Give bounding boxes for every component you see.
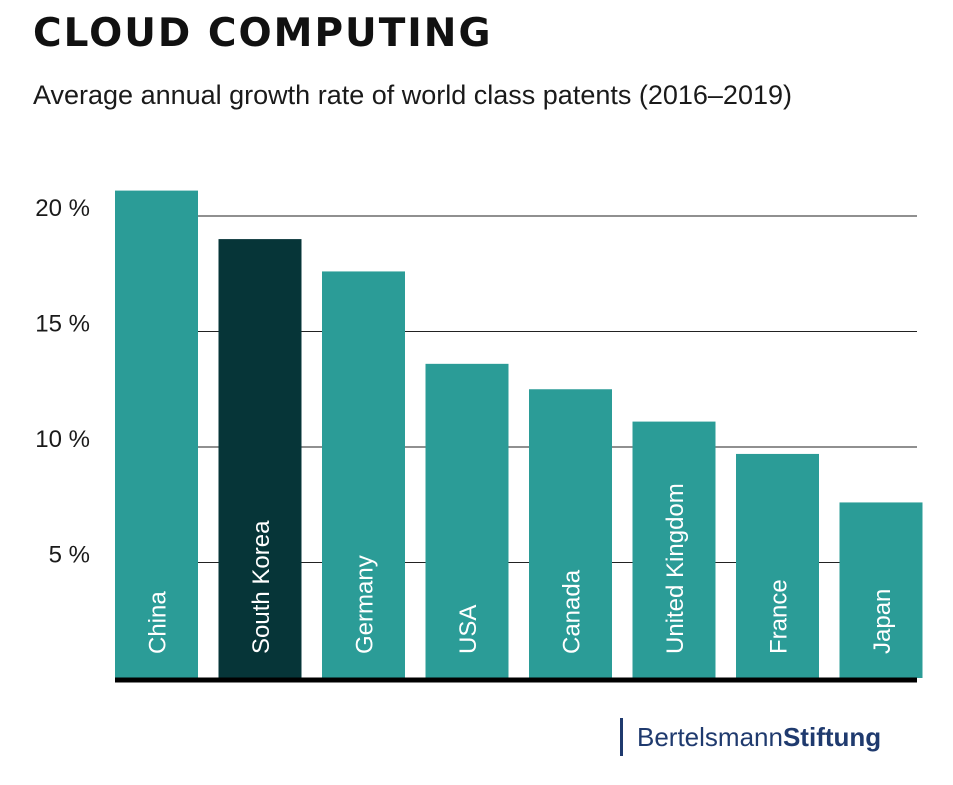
bar-usa xyxy=(425,363,509,678)
logo-bold-text: Stiftung xyxy=(782,721,882,752)
bar-japan xyxy=(839,502,923,678)
bar-france xyxy=(736,453,819,678)
bar-label-united-kingdom: United Kingdom xyxy=(662,483,689,654)
chart-title: CLOUD COMPUTING xyxy=(33,11,493,56)
logo-divider xyxy=(620,718,623,756)
bar-south-korea xyxy=(218,239,302,678)
bar-label-south-korea: South Korea xyxy=(248,520,275,654)
bar-label-germany: Germany xyxy=(352,555,379,654)
bar-united-kingdom xyxy=(632,421,716,678)
bar-label-usa: USA xyxy=(455,605,482,654)
bar-germany xyxy=(322,271,405,678)
bar-china xyxy=(115,190,198,678)
logo-regular-text: Bertelsmann xyxy=(637,721,783,752)
bar-label-france: France xyxy=(766,579,793,654)
bar-canada xyxy=(529,389,612,678)
chart-subtitle: Average annual growth rate of world clas… xyxy=(33,80,792,110)
y-tick-label-15: 15 % xyxy=(35,311,90,338)
y-tick-label-20: 20 % xyxy=(35,195,90,222)
y-tick-label-10: 10 % xyxy=(35,426,90,453)
bertelsmann-logo: BertelsmannStiftung xyxy=(620,718,881,756)
bar-label-canada: Canada xyxy=(559,569,586,654)
y-tick-label-5: 5 % xyxy=(49,542,90,569)
logo-text: BertelsmannStiftung xyxy=(637,722,881,753)
bar-label-china: China xyxy=(145,591,172,654)
bar-label-japan: Japan xyxy=(869,589,896,654)
